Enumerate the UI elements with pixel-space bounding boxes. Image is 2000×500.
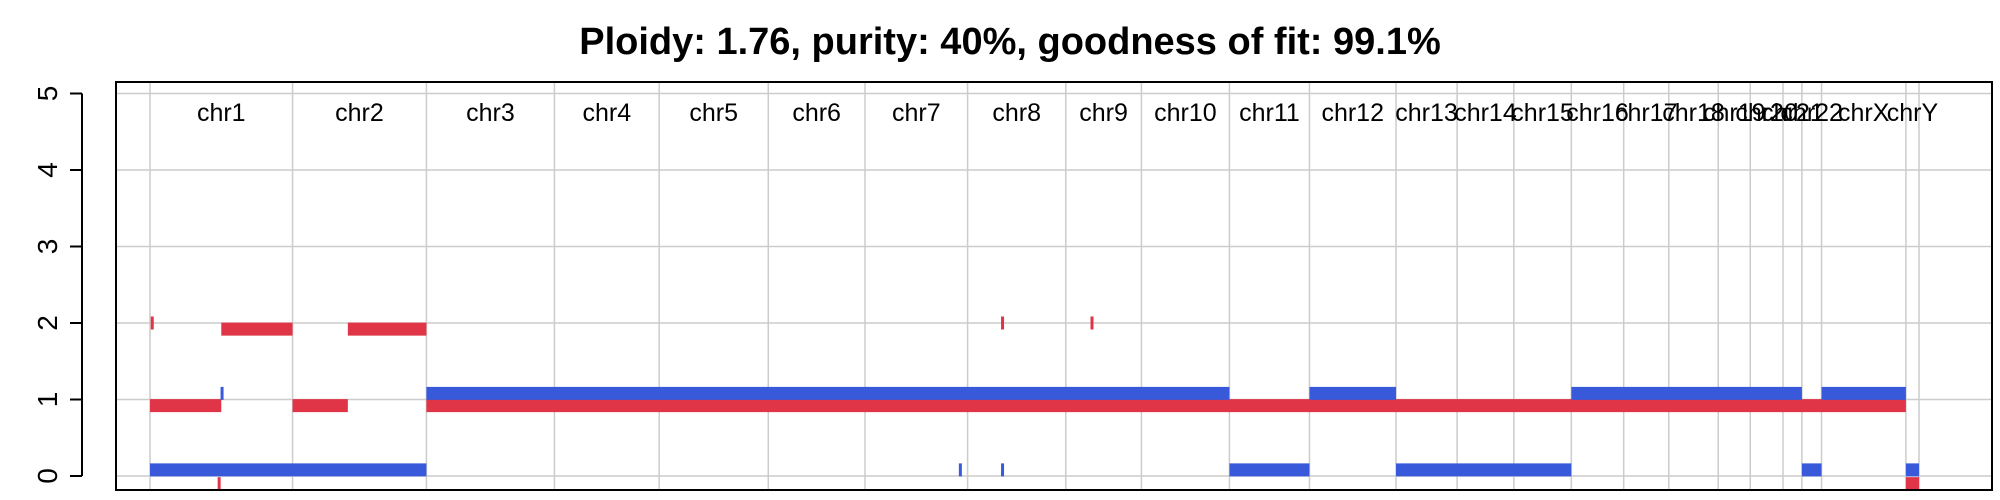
segment-0-0 [150,316,154,330]
segment-0-9 [1905,477,1919,491]
chromosome-label-chr9: chr9 [1079,99,1128,127]
segment-1-10 [1821,386,1906,400]
chromosome-label-chr12: chr12 [1321,99,1384,127]
segments [150,316,1919,491]
chromosome-label-chr19: chr19 [1703,99,1766,127]
chart-title: Ploidy: 1.76, purity: 40%, goodness of f… [579,21,1441,63]
segment-1-3 [958,463,962,477]
y-axis: 0 1 2 3 4 5 [32,86,83,484]
chromosome-label-chr2: chr2 [335,99,384,127]
grid [116,82,1992,490]
y-tick-label-2: 2 [32,315,63,331]
chromosome-label-chr4: chr4 [582,99,631,127]
chromosome-label-chr3: chr3 [466,99,515,127]
chromosome-label-chr18: chr18 [1662,99,1725,127]
segment-0-3 [217,477,221,491]
chromosome-label-chr20: chr20 [1735,99,1798,127]
segment-1-6 [1309,386,1397,400]
segment-1-11 [1905,463,1919,477]
segment-0-2 [221,322,293,336]
chromosome-label-chr6: chr6 [792,99,841,127]
chromosome-label-chr13: chr13 [1395,99,1458,127]
y-tick-label-1: 1 [32,392,63,408]
chromosome-label-chr8: chr8 [992,99,1041,127]
chromosome-label-chr5: chr5 [689,99,738,127]
segment-0-7 [1001,316,1005,330]
chromosome-label-chrY: chrY [1887,99,1939,127]
chromosome-label-chr1: chr1 [197,99,246,127]
chromosome-label-chr10: chr10 [1154,99,1217,127]
plot-frame [115,81,1993,491]
chromosome-label-chr7: chr7 [892,99,941,127]
chromosome-label-chr22: chr22 [1780,99,1843,127]
segment-1-2 [426,386,1230,400]
chromosome-label-chr11: chr11 [1239,99,1300,127]
segment-1-8 [1571,386,1802,400]
chromosome-label-chr16: chr16 [1566,99,1629,127]
y-tick-label-0: 0 [32,468,63,484]
segment-1-4 [1001,463,1005,477]
y-tick-label-3: 3 [32,239,63,255]
segment-1-5 [1229,463,1310,477]
segment-1-9 [1801,463,1822,477]
segment-0-8 [1090,316,1094,330]
chromosome-label-chr17: chr17 [1615,99,1678,127]
segment-0-6 [426,399,1906,413]
chromosome-labels: chr1 chr2 chr3 chr4 chr5 chr6 chr7 chr8 chr9 chr1… [197,99,1939,127]
segment-1-7 [1396,463,1572,477]
segment-0-4 [292,399,348,413]
chromosome-label-chr14: chr14 [1454,99,1517,127]
chromosome-label-chrX: chrX [1838,99,1890,127]
segment-1-0 [150,463,427,477]
chromosome-label-chr21: chr21 [1761,99,1824,127]
segment-0-1 [150,399,222,413]
y-tick-label-4: 4 [32,162,63,178]
segment-0-5 [347,322,427,336]
y-tick-label-5: 5 [32,86,63,102]
chromosome-label-chr15: chr15 [1511,99,1574,127]
segment-1-1 [220,386,224,400]
